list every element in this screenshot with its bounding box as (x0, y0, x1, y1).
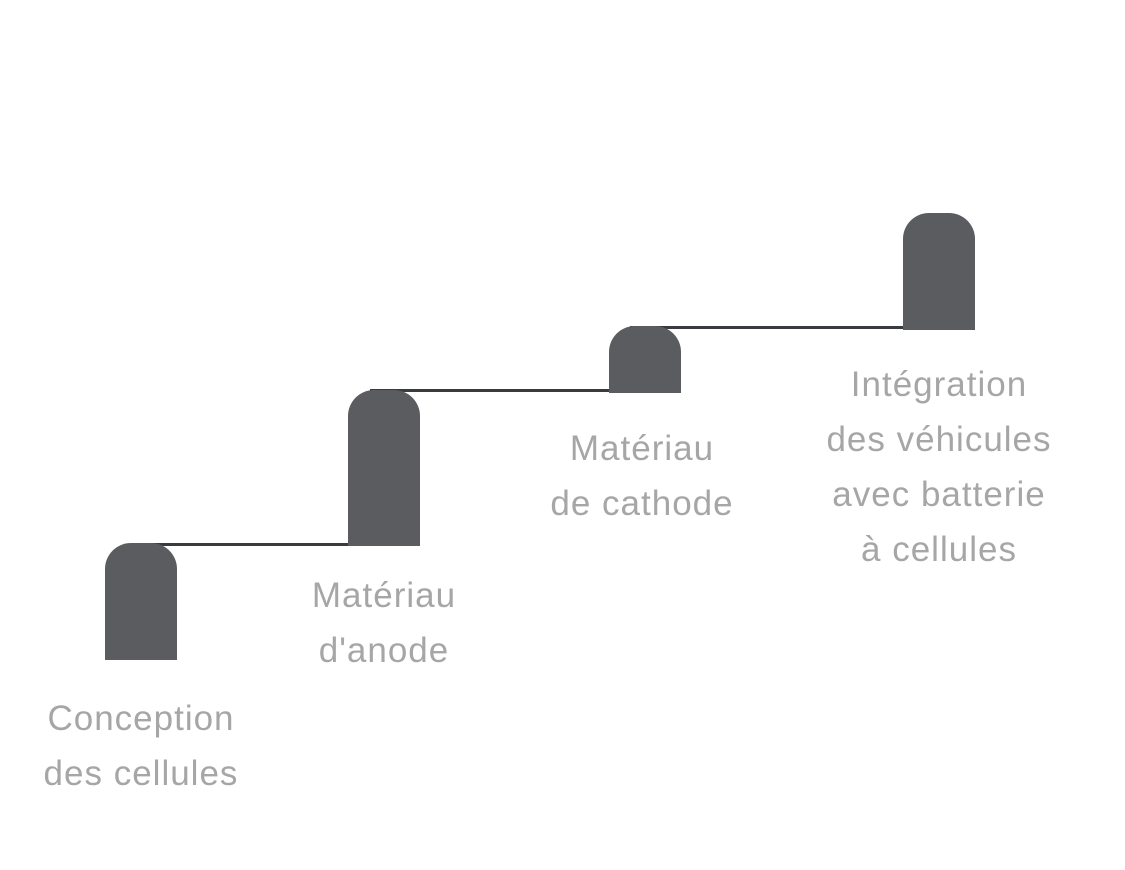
step-label-line: de cathode (550, 484, 734, 523)
step-pillar-anode (348, 390, 420, 546)
step-label-anode: Matériau d'anode (234, 568, 534, 678)
step-label-line: Matériau (311, 576, 457, 615)
connector-line-1 (150, 543, 380, 546)
connector-line-3 (630, 326, 940, 329)
connector-line-2 (370, 389, 640, 392)
step-pillar-integration (903, 213, 975, 330)
step-label-line: des cellules (43, 754, 239, 793)
step-label-line: Conception (47, 699, 235, 738)
step-label-integration: Intégration des véhicules avec batterie … (789, 357, 1089, 577)
step-label-line: avec batterie (832, 475, 1046, 514)
step-label-cathode: Matériau de cathode (492, 421, 792, 531)
step-pillar-cathode (609, 326, 681, 393)
step-pillar-conception (105, 543, 177, 660)
step-label-line: des véhicules (826, 420, 1052, 459)
step-label-line: d'anode (318, 631, 450, 670)
step-label-conception: Conception des cellules (0, 691, 291, 801)
step-label-line: Matériau (569, 429, 715, 468)
step-label-line: à cellules (861, 530, 1017, 569)
step-label-line: Intégration (850, 365, 1028, 404)
